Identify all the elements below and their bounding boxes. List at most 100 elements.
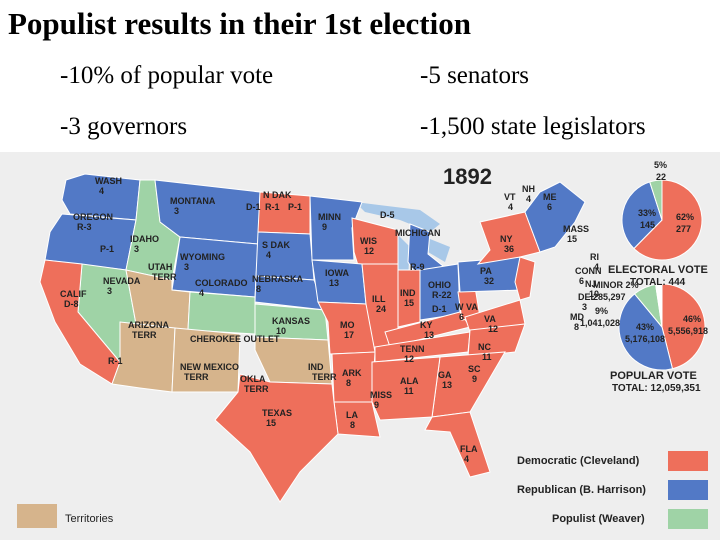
state-votes-ohio-25: R-22 <box>432 290 452 300</box>
state-votes-montana-1: 3 <box>174 206 179 216</box>
state-votes-md-42: 8 <box>574 322 579 332</box>
state-label-miss-53: MISS <box>370 390 392 400</box>
state-label-wyoming-5: WYOMING <box>180 252 225 262</box>
state-label-p-1-9: P-1 <box>288 202 302 212</box>
map-legend: Democratic (Cleveland) Republican (B. Ha… <box>17 451 708 529</box>
popular-vote-pie <box>618 283 706 371</box>
state-shape-ala-miss <box>371 356 441 421</box>
state-label-okla-45: OKLA <box>240 374 266 384</box>
state-votes-arizona-43: TERR <box>132 330 157 340</box>
popular-val-minor: 285,297 <box>593 292 626 302</box>
state-votes-mo-28: 17 <box>344 330 354 340</box>
state-label-kansas-27: KANSAS <box>272 316 310 326</box>
popular-total: TOTAL: 12,059,351 <box>612 383 701 394</box>
state-label-conn-39: CONN <box>575 266 602 276</box>
bullet-popular-vote: -10% of popular vote <box>60 62 274 89</box>
state-label-pa-32: PA <box>480 266 492 276</box>
popular-pct-minor: MINOR 2% <box>593 280 639 290</box>
state-votes-texas-55: 15 <box>266 418 276 428</box>
state-label-calif-17: CALIF <box>60 289 87 299</box>
state-label-arizona-43: ARIZONA <box>128 320 169 330</box>
state-shape-fla <box>424 411 491 478</box>
state-label-minn-11: MINN <box>318 212 341 222</box>
state-label-colorado-20: COLORADO <box>195 278 248 288</box>
state-label-ga-51: GA <box>438 370 452 380</box>
state-label-fla-56: FLA <box>460 444 478 454</box>
state-label-ky-29: KY <box>420 320 433 330</box>
election-map-1892: WASH4MONTANA3OREGONR-3P-1IDAHO3WYOMING3N… <box>0 152 720 540</box>
state-votes-la-54: 8 <box>350 420 355 430</box>
state-label-s-dak-10: S DAK <box>262 240 291 250</box>
legend-swatch-populist <box>668 509 708 529</box>
state-label-mo-28: MO <box>340 320 355 330</box>
state-label-ohio-25: OHIO <box>428 280 451 290</box>
popular-val-rep: 5,176,108 <box>625 334 665 344</box>
state-votes-kansas-27: 10 <box>276 326 286 336</box>
state-shape-texas <box>214 373 339 503</box>
state-label-nj-40: NJ <box>585 279 597 289</box>
state-votes-nh-35: 4 <box>526 194 531 204</box>
state-label-md-42: MD <box>570 312 584 322</box>
state-votes-ky-29: 13 <box>424 330 434 340</box>
state-votes-iowa-22: 13 <box>329 278 339 288</box>
state-label-me-36: ME <box>543 192 557 202</box>
state-votes-conn-39: 6 <box>579 276 584 286</box>
lake-michigan <box>395 232 410 277</box>
state-votes-wyoming-5: 3 <box>184 262 189 272</box>
state-votes-va-31: 12 <box>488 324 498 334</box>
state-votes-okla-45: TERR <box>244 384 269 394</box>
lake-superior <box>355 202 440 232</box>
state-votes-ind-24: 15 <box>404 298 414 308</box>
state-label-iowa-22: IOWA <box>325 268 349 278</box>
state-label-ind-24: IND <box>400 288 416 298</box>
state-label-r-9-14: R-9 <box>410 262 425 272</box>
pie-electoral-slice-democratic <box>633 179 703 261</box>
state-label-utah-19: UTAH <box>148 262 172 272</box>
state-votes-utah-19: TERR <box>152 272 177 282</box>
state-votes-colorado-20: 4 <box>199 288 204 298</box>
state-votes-s-dak-10: 4 <box>266 250 271 260</box>
state-votes-vt-34: 4 <box>508 202 513 212</box>
popular-pct-rep: 43% <box>636 322 654 332</box>
state-label-del-41: DEL <box>578 292 597 302</box>
state-votes-wash-0: 4 <box>99 186 104 196</box>
cherokee-outlet-label: CHEROKEE OUTLET <box>190 334 280 344</box>
pie-popular-slice-republican <box>618 293 674 371</box>
state-votes-oregon-2: R-3 <box>77 222 92 232</box>
electoral-pct-dem: 62% <box>676 212 694 222</box>
state-shape-colorado <box>187 291 256 335</box>
state-shape-minn <box>309 195 363 261</box>
electoral-pct-pop: 5% <box>654 160 667 170</box>
state-votes-calif-17: D-8 <box>64 299 79 309</box>
state-votes-tenn-48: 12 <box>404 354 414 364</box>
pie-popular-slice-minor <box>655 283 663 328</box>
bullet-governors: -3 governors <box>60 113 188 140</box>
state-label-texas-55: TEXAS <box>262 408 292 418</box>
state-votes-ny-33: 36 <box>504 244 514 254</box>
electoral-vote-pie <box>621 179 703 261</box>
state-votes-ill-23: 24 <box>376 304 386 314</box>
state-votes-sc-50: 9 <box>472 374 477 384</box>
state-label-r-1-8: R-1 <box>265 202 280 212</box>
state-label-d-1-26: D-1 <box>432 304 447 314</box>
legend-label-republican: Republican (B. Harrison) <box>517 484 646 496</box>
electoral-val-rep: 145 <box>640 220 655 230</box>
state-label-michigan-13: MICHIGAN <box>395 228 441 238</box>
state-label-idaho-4: IDAHO <box>130 234 159 244</box>
state-votes-nc-49: 11 <box>482 352 492 362</box>
state-votes-minn-11: 9 <box>322 222 327 232</box>
legend-swatch-territory <box>17 504 57 528</box>
state-votes-ark-47: 8 <box>346 378 351 388</box>
state-label-ind-46: IND <box>308 362 324 372</box>
state-label-new-mexico-44: NEW MEXICO <box>180 362 239 372</box>
popular-pct-dem: 46% <box>683 314 701 324</box>
electoral-title: ELECTORAL VOTE <box>608 264 708 276</box>
state-votes-w-va-30: 6 <box>459 312 464 322</box>
state-label-sc-50: SC <box>468 364 481 374</box>
state-votes-ga-51: 13 <box>442 380 452 390</box>
legend-swatch-republican <box>668 480 708 500</box>
state-label-nh-35: NH <box>522 184 535 194</box>
state-votes-nevada-16: 3 <box>107 286 112 296</box>
state-votes-idaho-4: 3 <box>134 244 139 254</box>
electoral-val-pop: 22 <box>656 172 666 182</box>
